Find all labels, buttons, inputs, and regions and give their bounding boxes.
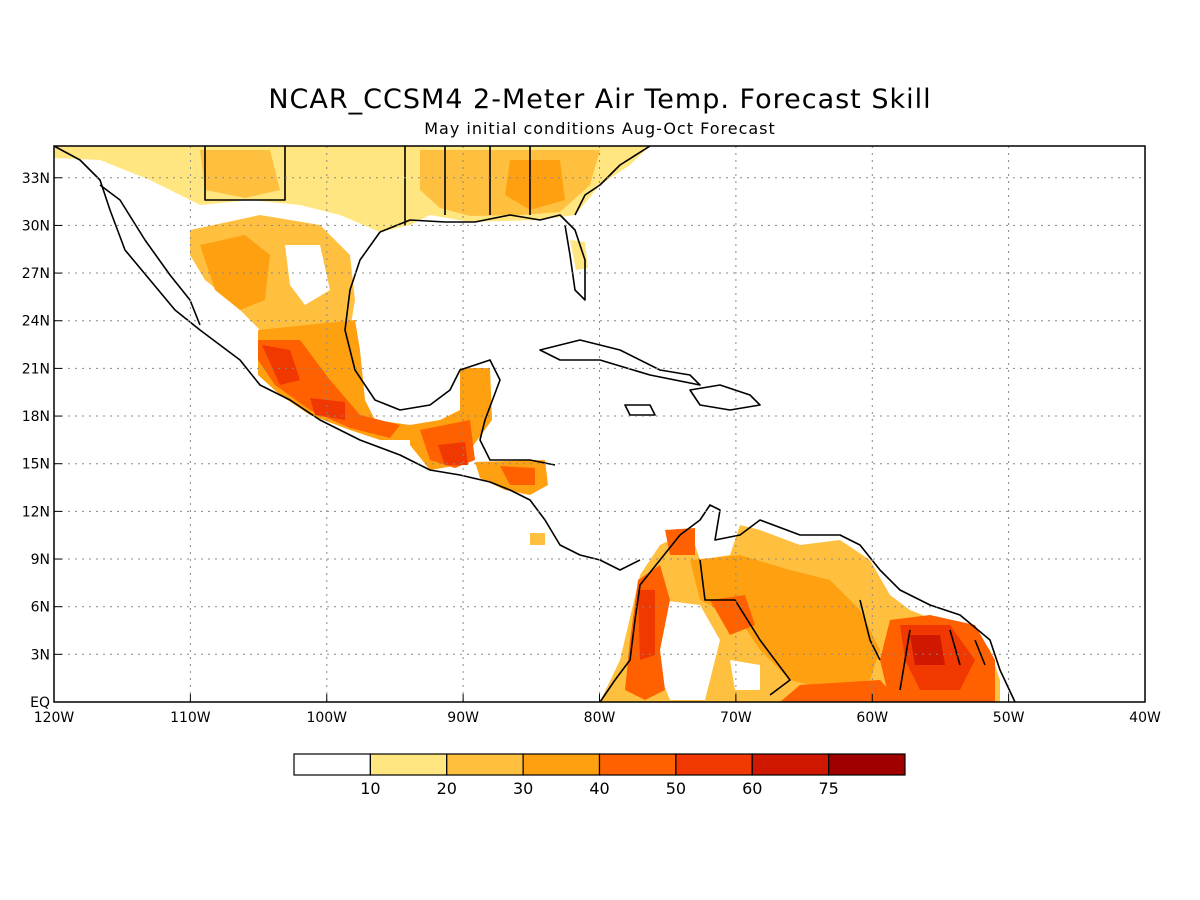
- us-atlantic-coastline: [574, 145, 651, 216]
- skill-region-guyana-gap: [730, 660, 760, 690]
- skill-shading: [54, 146, 1000, 702]
- x-tick-label: 80W: [584, 710, 616, 726]
- cuba-outline: [539, 339, 701, 386]
- colorbar-label: 10: [360, 779, 380, 798]
- colorbar-swatch: [446, 753, 524, 776]
- y-tick-label: 3N: [31, 647, 50, 663]
- colorbar-swatch: [751, 753, 830, 776]
- y-tick-label: 33N: [22, 171, 50, 187]
- guianas-border: [859, 599, 986, 691]
- y-tick-label: 30N: [22, 218, 50, 234]
- gulf-of-mexico-coastline: [344, 231, 556, 466]
- colorbar-swatch: [522, 753, 601, 776]
- skill-region-north-mexico-core: [200, 235, 270, 310]
- south-america-coastline: [599, 504, 1016, 703]
- us-gulf-coastline: [379, 214, 586, 301]
- skill-region-venezuela-core: [710, 595, 755, 635]
- y-tick-label: 18N: [22, 409, 50, 425]
- skill-region-venezuela: [690, 555, 880, 690]
- colorbar: 10 20 30 40 50 60 75: [293, 753, 906, 798]
- x-axis-ticks: 120W 110W 100W 90W 80W 70W 60W 50W 40W: [34, 694, 1161, 726]
- y-tick-label: 27N: [22, 266, 50, 282]
- skill-region-colombia-peak: [638, 590, 655, 660]
- colombia-venezuela-border: [699, 559, 791, 696]
- colorbar-swatch: [369, 753, 448, 776]
- colorbar-label: 60: [742, 779, 762, 798]
- us-state-borders: [204, 146, 531, 225]
- y-axis-ticks: EQ 3N 6N 9N 12N 15N 18N 21N 24N 27N 30N 33N: [22, 171, 62, 711]
- y-tick-label: 6N: [31, 600, 50, 616]
- skill-region-honduras-core: [500, 466, 535, 485]
- colorbar-label: 50: [666, 779, 686, 798]
- colorbar-label: 20: [437, 779, 457, 798]
- y-tick-label: 12N: [22, 504, 50, 520]
- skill-region-central-mexico-peak: [310, 398, 345, 420]
- skill-region-us-south-peak: [505, 160, 565, 210]
- x-tick-label: 60W: [856, 710, 888, 726]
- map-title: NCAR_CCSM4 2-Meter Air Temp. Forecast Sk…: [268, 84, 932, 115]
- x-tick-label: 120W: [34, 710, 75, 726]
- y-tick-label: EQ: [30, 695, 50, 711]
- skill-region-florida: [570, 240, 588, 270]
- colorbar-swatch: [598, 753, 677, 776]
- skill-region-panama: [530, 533, 545, 545]
- colorbar-label: 30: [513, 779, 533, 798]
- north-america-coastline: [53, 145, 641, 571]
- y-tick-label: 15N: [22, 457, 50, 473]
- skill-region-texas: [200, 150, 280, 198]
- colorbar-swatch: [675, 753, 753, 776]
- skill-region-guatemala-peak: [438, 442, 468, 465]
- jamaica-outline: [624, 404, 656, 416]
- y-tick-label: 21N: [22, 361, 50, 377]
- skill-region-colombia-north: [665, 528, 695, 555]
- coastlines: [53, 145, 1016, 703]
- x-tick-label: 50W: [993, 710, 1025, 726]
- skill-region-guianas-peak: [910, 635, 945, 665]
- y-tick-label: 9N: [31, 552, 50, 568]
- x-tick-label: 40W: [1129, 710, 1161, 726]
- colorbar-swatch: [293, 753, 371, 776]
- skill-region-west-mexico-peak: [262, 345, 300, 385]
- x-tick-label: 100W: [306, 710, 347, 726]
- skill-region-north-mexico-gap: [285, 245, 330, 305]
- x-tick-label: 90W: [447, 710, 479, 726]
- colorbar-swatch: [828, 753, 906, 776]
- map-subtitle: May initial conditions Aug-Oct Forecast: [424, 119, 776, 138]
- hispaniola-outline: [689, 384, 761, 411]
- y-tick-label: 24N: [22, 314, 50, 330]
- baja-california-coastline: [99, 184, 201, 326]
- graticule: [54, 146, 1145, 702]
- colorbar-label: 40: [589, 779, 609, 798]
- x-tick-label: 110W: [170, 710, 211, 726]
- x-tick-label: 70W: [720, 710, 752, 726]
- skill-region-north-brazil: [780, 680, 900, 702]
- colorbar-label: 75: [818, 779, 838, 798]
- skill-region-colombia-gap: [650, 600, 720, 700]
